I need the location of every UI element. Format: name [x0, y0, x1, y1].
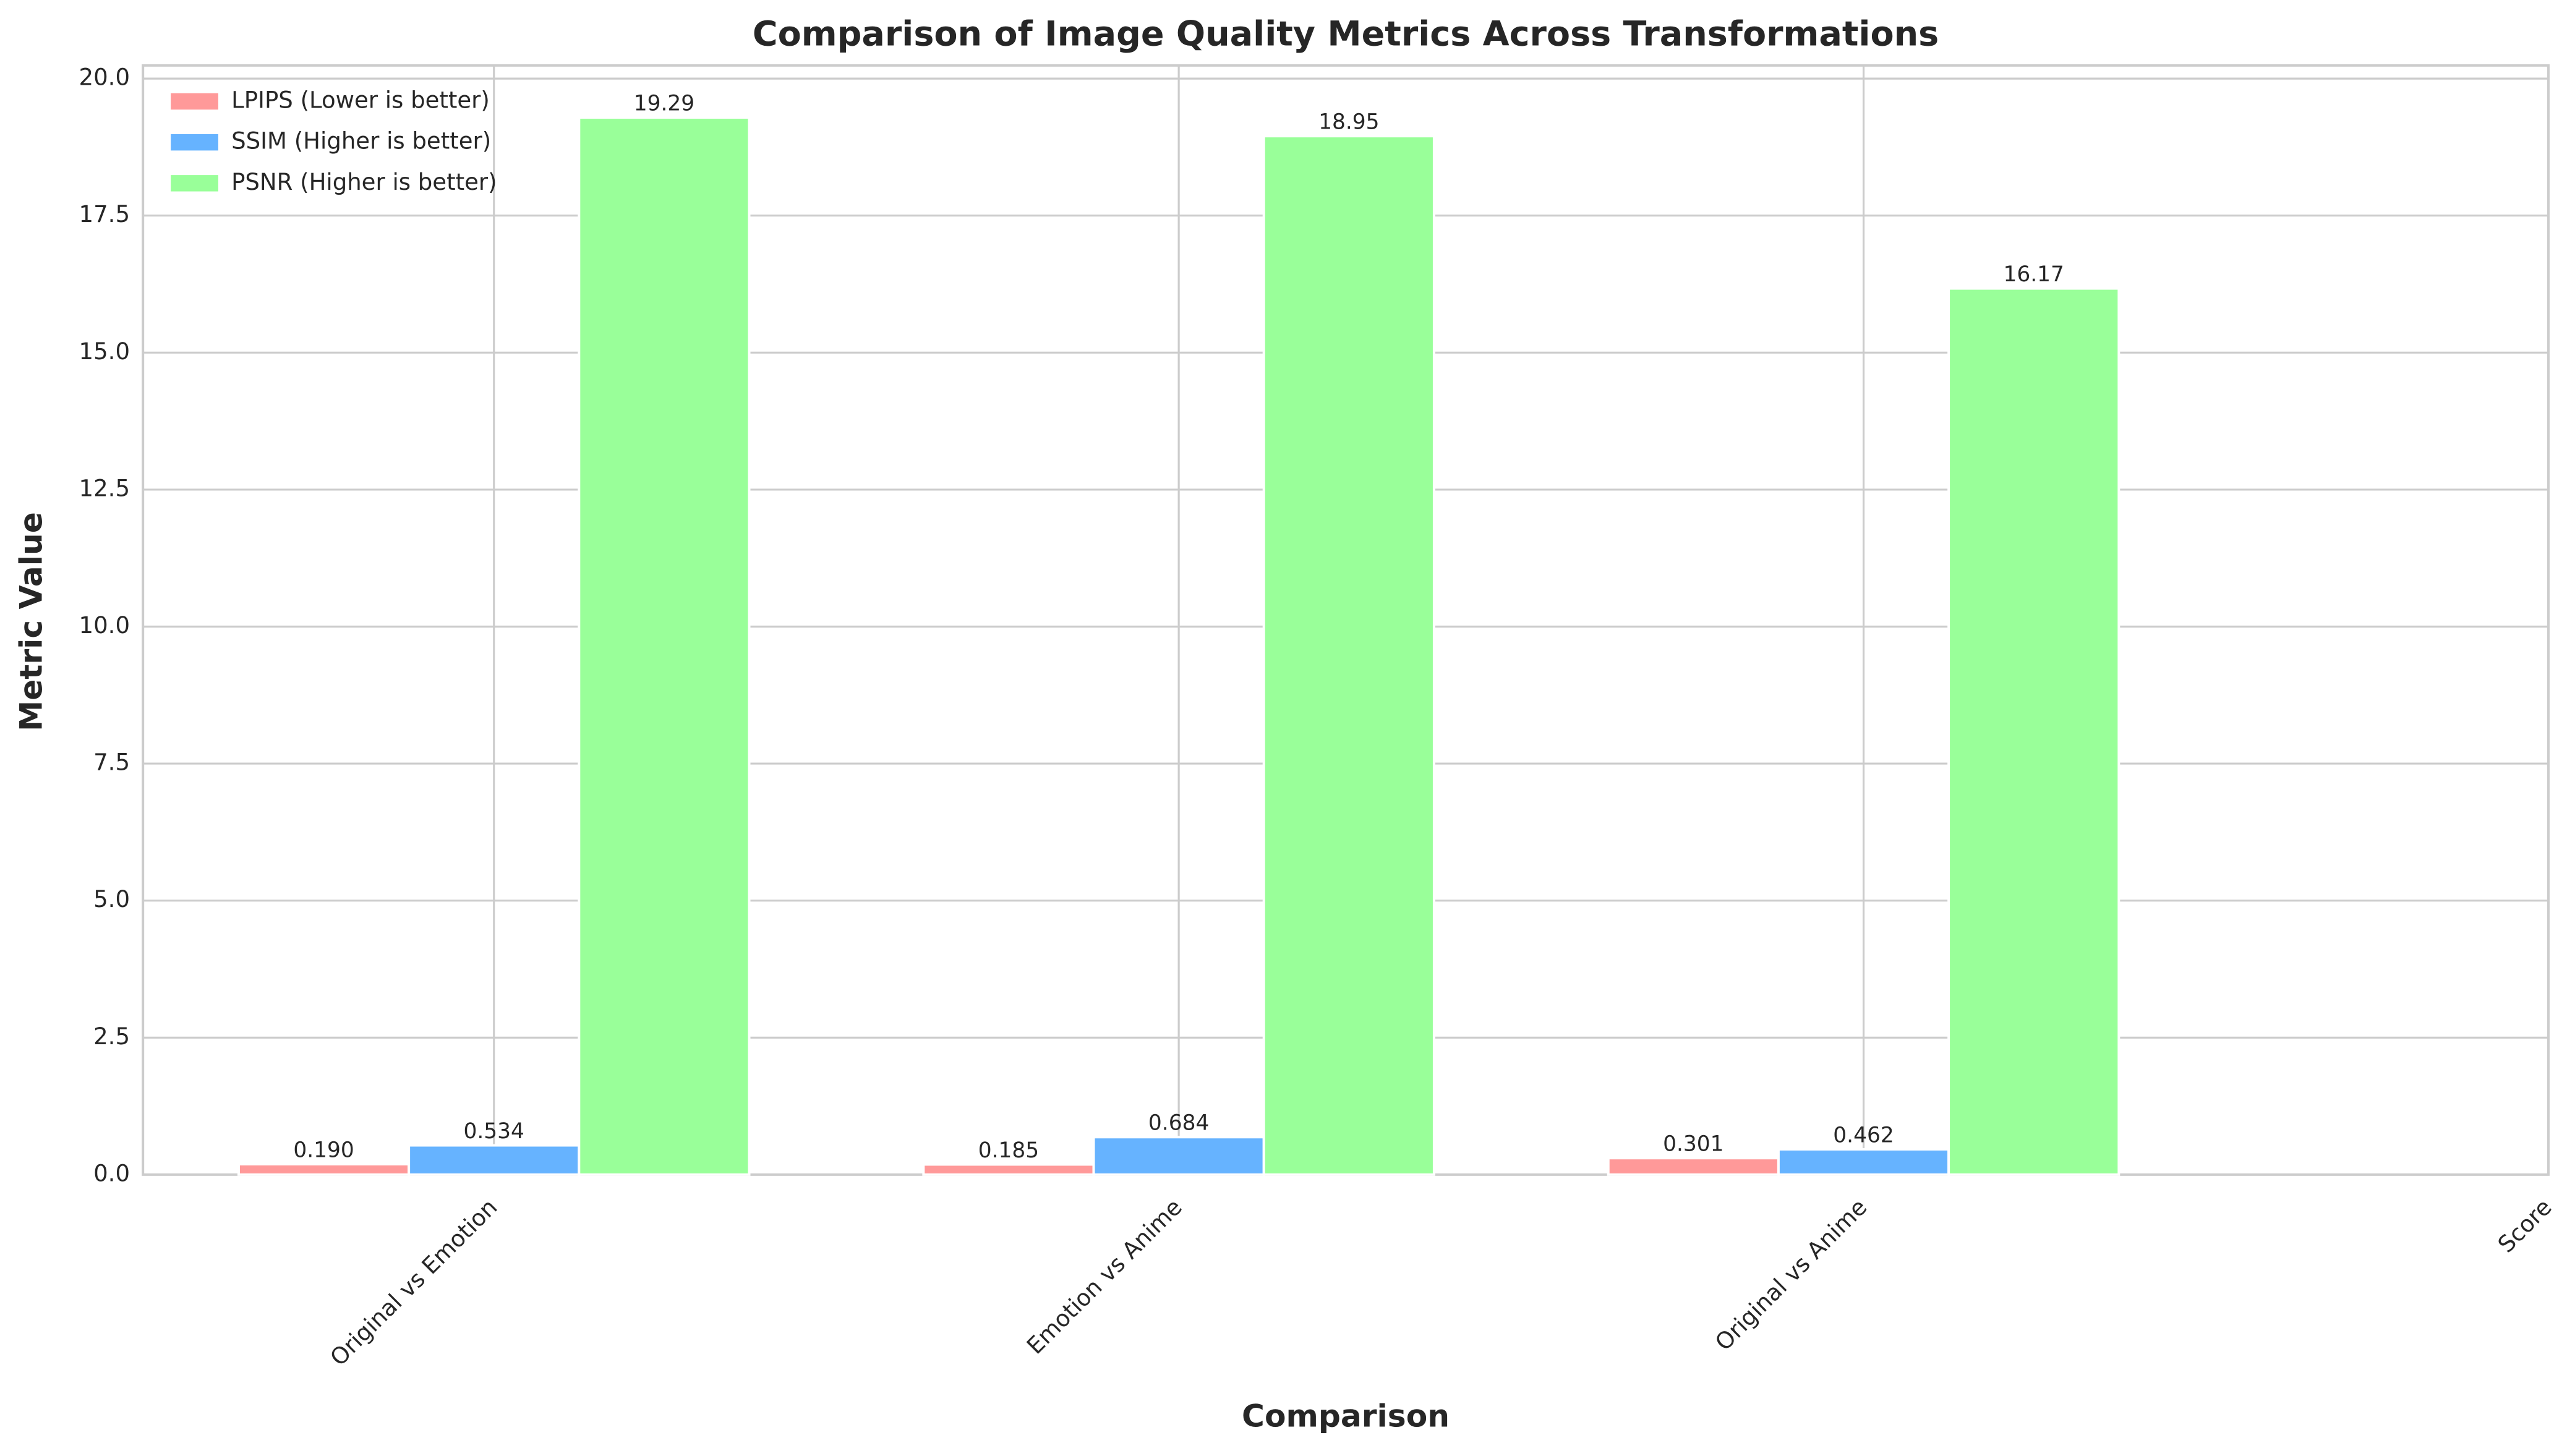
bar: [1777, 1147, 1950, 1176]
value-label: 0.301: [1663, 1132, 1723, 1157]
value-label: 0.534: [464, 1119, 524, 1144]
bar: [578, 116, 751, 1176]
y-tick-label: 5.0: [93, 886, 130, 913]
value-label: 0.462: [1833, 1123, 1894, 1147]
y-tick-label: 20.0: [79, 64, 130, 91]
legend-swatch: [171, 93, 218, 110]
bar: [922, 1163, 1095, 1176]
chart-title: Comparison of Image Quality Metrics Acro…: [753, 14, 1939, 54]
bar: [237, 1163, 411, 1176]
value-label: 19.29: [634, 91, 694, 116]
bar: [1262, 135, 1435, 1176]
bar: [1947, 287, 2121, 1176]
y-axis-label: Metric Value: [12, 512, 49, 731]
y-tick-label: 15.0: [79, 338, 130, 365]
y-tick-label: 2.5: [93, 1023, 130, 1050]
value-label: 18.95: [1318, 110, 1379, 135]
y-tick-label: 10.0: [79, 612, 130, 639]
value-label: 16.17: [2003, 262, 2064, 287]
y-tick-label: 12.5: [79, 475, 130, 501]
y-tick-label: 0.0: [93, 1160, 130, 1186]
legend-label: SSIM (Higher is better): [231, 128, 491, 155]
bar: [1092, 1136, 1265, 1176]
legend-swatch: [171, 175, 218, 192]
legend-label: LPIPS (Lower is better): [231, 87, 490, 114]
legend-swatch: [171, 134, 218, 151]
y-tick-label: 7.5: [93, 749, 130, 776]
bar: [408, 1144, 581, 1176]
legend-label: PSNR (Higher is better): [231, 169, 497, 195]
bar: [1607, 1157, 1780, 1176]
x-axis-label: Comparison: [1242, 1398, 1450, 1434]
y-tick-label: 17.5: [79, 201, 130, 228]
value-label: 0.684: [1148, 1111, 1209, 1136]
value-label: 0.185: [978, 1138, 1039, 1163]
value-label: 0.190: [293, 1138, 354, 1162]
